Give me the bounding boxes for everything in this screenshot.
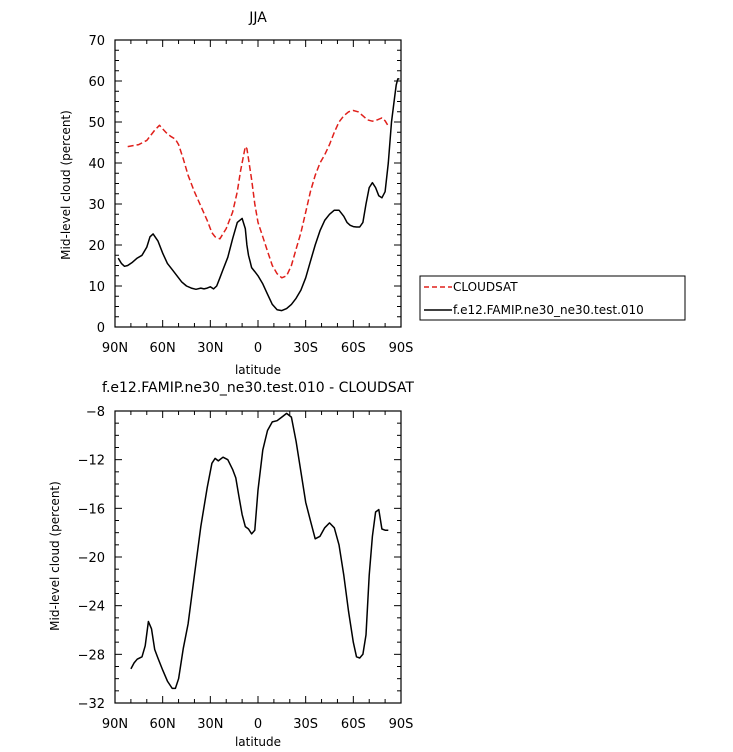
bottom-ytick-label: −8 bbox=[86, 405, 105, 420]
top-series-line-1 bbox=[117, 78, 400, 312]
top-ytick-label: 10 bbox=[88, 280, 105, 295]
top-ytick-label: 20 bbox=[88, 239, 105, 254]
bottom-xtick-label: 60S bbox=[341, 717, 366, 732]
top-chart-plot-area: 0 10 20 30 40 50 60 70 90N 60N 30N 0 30S 60S 90S bbox=[88, 34, 413, 356]
bottom-ytick-label: −28 bbox=[78, 648, 105, 663]
bottom-xtick-label: 30S bbox=[293, 717, 318, 732]
bottom-chart-xlabel: latitude bbox=[235, 735, 281, 749]
top-chart-frame bbox=[114, 39, 402, 328]
bottom-series-line-0 bbox=[130, 412, 389, 690]
bottom-chart-title: f.e12.FAMIP.ne30_ne30.test.010 - CLOUDSA… bbox=[102, 380, 414, 396]
top-ytick-label: 50 bbox=[88, 116, 105, 131]
bottom-xtick-label: 90S bbox=[389, 717, 414, 732]
bottom-ytick-label: −16 bbox=[78, 502, 105, 517]
bottom-xtick-label: 0 bbox=[254, 717, 262, 732]
legend-label-model: f.e12.FAMIP.ne30_ne30.test.010 bbox=[453, 303, 644, 317]
bottom-chart-plot-area: −32 −28 −24 −20 −16 −12 −8 90N 60N 30N 0 30S 60S 90S bbox=[78, 405, 414, 732]
legend-label-cloudsat: CLOUDSAT bbox=[453, 280, 518, 294]
top-ytick-label: 30 bbox=[88, 198, 105, 213]
bottom-ytick-label: −12 bbox=[78, 454, 105, 469]
top-chart: JJA Mid-level cloud (percent) latitude 0… bbox=[59, 10, 686, 377]
bottom-ytick-label: −20 bbox=[78, 551, 105, 566]
top-xtick-label: 60S bbox=[341, 341, 366, 356]
top-ytick-label: 0 bbox=[97, 321, 105, 336]
bottom-ytick-label: −24 bbox=[78, 600, 105, 615]
top-xtick-label: 0 bbox=[254, 341, 262, 356]
top-xtick-label: 90N bbox=[102, 341, 128, 356]
top-xtick-label: 90S bbox=[389, 341, 414, 356]
top-xtick-label: 60N bbox=[150, 341, 176, 356]
top-xtick-label: 30S bbox=[293, 341, 318, 356]
top-ytick-label: 70 bbox=[88, 34, 105, 49]
top-series-line-0 bbox=[127, 109, 389, 279]
top-chart-xlabel: latitude bbox=[235, 363, 281, 377]
top-ytick-label: 60 bbox=[88, 75, 105, 90]
bottom-xtick-label: 60N bbox=[150, 717, 176, 732]
legend: CLOUDSAT f.e12.FAMIP.ne30_ne30.test.010 bbox=[419, 275, 686, 321]
bottom-xtick-label: 90N bbox=[102, 717, 128, 732]
top-ytick-label: 40 bbox=[88, 157, 105, 172]
bottom-ytick-label: −32 bbox=[78, 697, 105, 712]
legend-box bbox=[419, 275, 686, 321]
bottom-chart: f.e12.FAMIP.ne30_ne30.test.010 - CLOUDSA… bbox=[48, 380, 414, 749]
bottom-xtick-label: 30N bbox=[197, 717, 223, 732]
top-xtick-label: 30N bbox=[197, 341, 223, 356]
top-chart-ylabel: Mid-level cloud (percent) bbox=[59, 110, 73, 260]
bottom-chart-ylabel: Mid-level cloud (percent) bbox=[48, 481, 62, 631]
top-chart-title: JJA bbox=[248, 10, 267, 26]
